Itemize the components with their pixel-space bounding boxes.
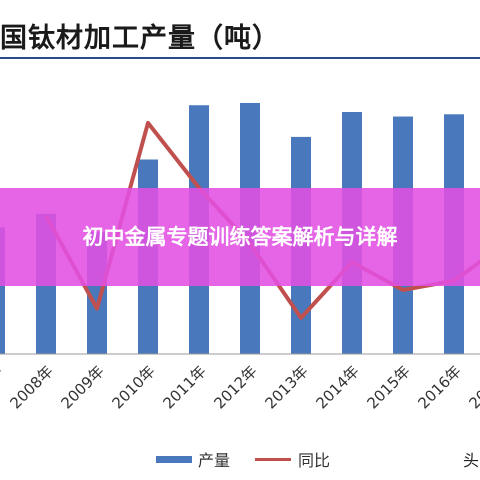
x-tick-label-4: 2011年: [159, 362, 209, 412]
x-tick-label-2: 2009年: [57, 362, 107, 412]
x-tick-label-8: 2015年: [363, 362, 413, 412]
chart-legend: 产量 同比: [0, 446, 480, 470]
x-tick-label-6: 2013年: [261, 362, 311, 412]
x-tick-label-0: 2007年: [0, 362, 6, 412]
x-tick-label-3: 2010年: [108, 362, 158, 412]
overlay-banner[interactable]: 初中金属专题训练答案解析与详解: [0, 188, 480, 286]
chart-title: 国钛材加工产量（吨）: [0, 23, 280, 54]
x-tick-label-5: 2012年: [210, 362, 260, 412]
banner-title[interactable]: 初中金属专题训练答案解析与详解: [82, 225, 398, 249]
x-tick-label-10: 2017年: [465, 362, 480, 412]
bar-production-0: [0, 227, 5, 354]
x-tick-label-7: 2014年: [312, 362, 362, 412]
legend-label-production: 产量: [198, 451, 231, 470]
legend-swatch-production: [156, 456, 192, 463]
legend-swatch-yoy: [255, 458, 291, 461]
title-divider: [0, 57, 480, 59]
source-note: 头: [463, 451, 480, 470]
x-tick-label-9: 2016年: [414, 362, 464, 412]
legend-label-yoy: 同比: [298, 451, 331, 470]
x-tick-label-1: 2008年: [6, 362, 56, 412]
